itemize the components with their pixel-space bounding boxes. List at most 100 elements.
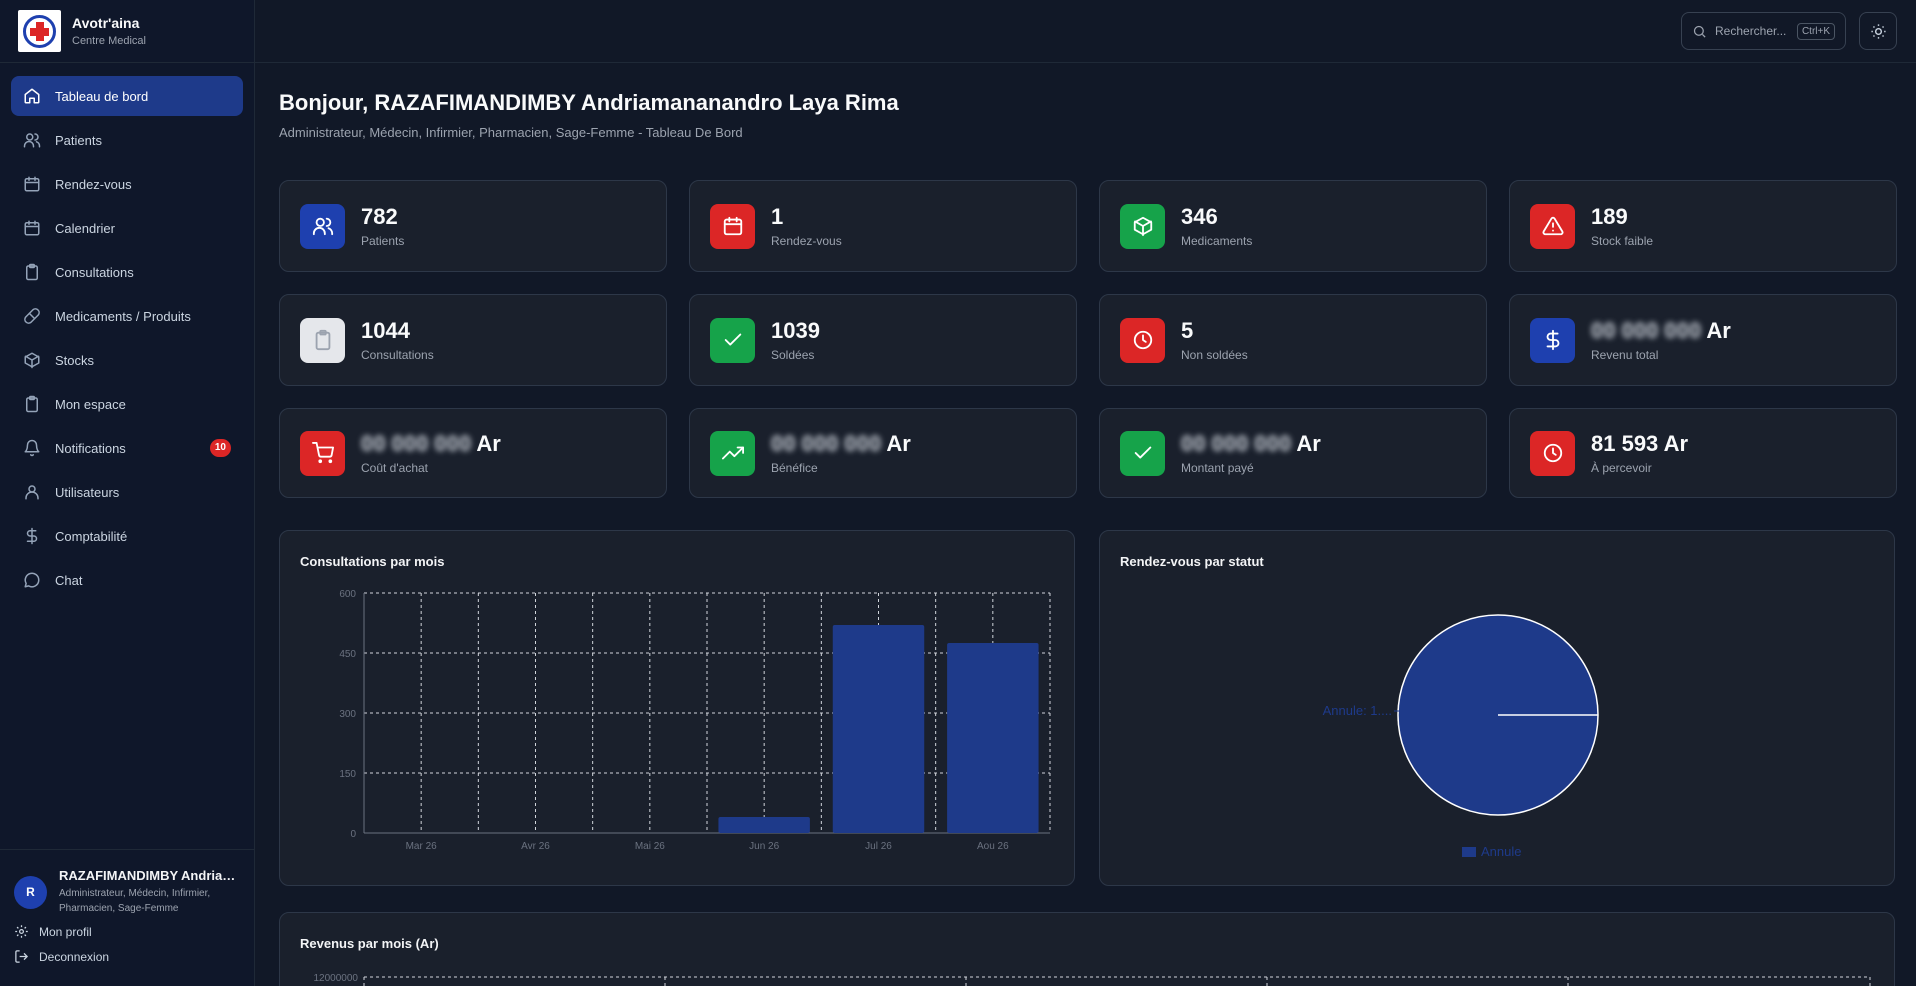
sidebar-item-label: Utilisateurs: [55, 484, 120, 500]
stat-card-consultations[interactable]: 1044 Consultations: [279, 294, 667, 386]
stat-value: 1039: [771, 318, 820, 343]
consultations-chart-title: Consultations par mois: [300, 554, 445, 569]
calendar-icon: [24, 176, 40, 192]
stat-card-medicaments[interactable]: 346 Medicaments: [1099, 180, 1487, 272]
consultations-bar-chart: 0 150 300 450 600 Mar 26 Avr 26 Mai 26 Jun 26 Jul…: [339, 589, 1051, 852]
search-input[interactable]: Rechercher... Ctrl+K: [1681, 12, 1846, 50]
check-icon: [1134, 446, 1151, 459]
sidebar-item-chat[interactable]: Chat: [11, 560, 243, 600]
sidebar: Avotr'aina Centre Medical Tableau de bor…: [0, 0, 255, 986]
stat-icon: [1120, 317, 1165, 363]
sidebar-item-tableau-de-bord[interactable]: Tableau de bord: [11, 76, 243, 116]
sidebar-item-consultations[interactable]: Consultations: [11, 252, 243, 292]
profile-link[interactable]: Mon profil: [14, 924, 240, 939]
sidebar-item-label: Comptabilité: [55, 528, 128, 544]
clipboard-icon: [26, 263, 38, 281]
x-tick-label: Aou 26: [977, 841, 1009, 852]
warning-icon: [1542, 216, 1563, 236]
brand-name: Avotr'aina: [72, 15, 140, 31]
search-icon: [1693, 25, 1706, 38]
shortcut-hint: Ctrl+K: [1796, 22, 1835, 40]
y-tick-label: 12000000: [314, 973, 359, 984]
stat-icon: [300, 203, 345, 249]
bell-icon: [24, 439, 40, 457]
stat-value: 1044: [361, 318, 410, 343]
sidebar-item-notifications[interactable]: Notifications 10: [11, 428, 243, 468]
revenue-chart-panel: Revenus par mois (Ar) 12000000: [279, 912, 1895, 986]
stat-card-b-n-fice[interactable]: 00 000 000 Ar Bénéfice: [689, 408, 1077, 498]
stat-icon: [710, 430, 755, 476]
brand-subtitle: Centre Medical: [72, 35, 146, 47]
sidebar-item-mon-espace[interactable]: Mon espace: [11, 384, 243, 424]
stat-card-revenu-total[interactable]: 00 000 000 Ar Revenu total: [1509, 294, 1897, 386]
user-card[interactable]: R RAZAFIMANDIMBY Andriamana... Administr…: [14, 868, 240, 916]
stat-value: 1: [771, 204, 784, 229]
stat-icon: [1530, 317, 1575, 363]
sidebar-item-comptabilit[interactable]: Comptabilité: [11, 516, 243, 556]
rdv-chart-panel: Rendez-vous par statut Annule: 1.... Annu…: [1099, 530, 1895, 886]
stat-label: Stock faible: [1591, 234, 1654, 248]
stat-card-stock-faible[interactable]: 189 Stock faible: [1509, 180, 1897, 272]
stat-value: 189: [1591, 204, 1628, 229]
sidebar-item-calendrier[interactable]: Calendrier: [11, 208, 243, 248]
sidebar-item-patients[interactable]: Patients: [11, 120, 243, 160]
package-icon: [24, 352, 40, 369]
user-name: RAZAFIMANDIMBY Andriamana...: [59, 868, 239, 883]
logout-link[interactable]: Deconnexion: [14, 949, 240, 964]
stat-card-rendez-vous[interactable]: 1 Rendez-vous: [689, 180, 1077, 272]
sidebar-item-label: Notifications: [55, 440, 126, 456]
stat-card-co-t-d-achat[interactable]: 00 000 000 Ar Coût d'achat: [279, 408, 667, 498]
sidebar-item-label: Patients: [55, 132, 102, 148]
slice-label: Annule: 1....: [1323, 703, 1392, 718]
stat-card-sold-es[interactable]: 1039 Soldées: [689, 294, 1077, 386]
sidebar-item-label: Tableau de bord: [55, 88, 149, 104]
brand[interactable]: Avotr'aina Centre Medical: [0, 0, 254, 63]
page-title: Bonjour, RAZAFIMANDIMBY Andriamananandro…: [279, 90, 899, 115]
legend-swatch: [1462, 847, 1476, 857]
stat-label: Rendez-vous: [771, 234, 842, 248]
sidebar-item-utilisateurs[interactable]: Utilisateurs: [11, 472, 243, 512]
chat-icon: [24, 572, 40, 588]
sidebar-item-rendez-vous[interactable]: Rendez-vous: [11, 164, 243, 204]
users-icon: [312, 217, 333, 236]
x-tick-label: Jun 26: [749, 841, 779, 852]
stat-card-non-sold-es[interactable]: 5 Non soldées: [1099, 294, 1487, 386]
sidebar-item-label: Mon espace: [55, 396, 126, 412]
x-tick-label: Jul 26: [865, 841, 892, 852]
consultations-chart-panel: Consultations par mois 0 150 300 450 600 Mar …: [279, 530, 1075, 886]
dollar-icon: [26, 527, 38, 545]
stat-icon: [710, 203, 755, 249]
y-tick-label: 150: [339, 769, 356, 780]
stat-icon: [300, 430, 345, 476]
y-tick-label: 600: [339, 589, 356, 600]
stat-card--percevoir[interactable]: 81 593 Ar À percevoir: [1509, 408, 1897, 498]
bar: [947, 643, 1039, 833]
masked-amount: 00 000 000: [1181, 431, 1292, 456]
sidebar-item-medicaments-produits[interactable]: Medicaments / Produits: [11, 296, 243, 336]
stat-label: À percevoir: [1591, 461, 1652, 475]
topbar: Rechercher... Ctrl+K: [255, 0, 1916, 63]
stat-label: Revenu total: [1591, 348, 1659, 362]
stat-value: 00 000 000 Ar: [1591, 318, 1731, 343]
clock-icon: [1133, 330, 1152, 350]
calendar-icon: [723, 216, 742, 236]
rdv-pie-chart: Annule: 1.... Annule: [1323, 614, 1599, 859]
stat-icon: [300, 317, 345, 363]
pill-icon: [24, 308, 40, 324]
calendar-icon: [24, 220, 40, 236]
stat-label: Coût d'achat: [361, 461, 429, 475]
stat-card-patients[interactable]: 782 Patients: [279, 180, 667, 272]
trending-up-icon: [721, 446, 744, 460]
sun-icon: [1870, 23, 1886, 39]
clinic-logo: [18, 10, 61, 52]
clipboard-icon: [26, 395, 38, 413]
bar: [832, 625, 925, 833]
check-icon: [724, 333, 741, 346]
masked-amount: 00 000 000: [1591, 318, 1702, 343]
stat-card-montant-pay[interactable]: 00 000 000 Ar Montant payé: [1099, 408, 1487, 498]
theme-toggle-button[interactable]: [1859, 12, 1897, 50]
clipboard-icon: [315, 329, 330, 351]
rdv-chart-title: Rendez-vous par statut: [1120, 554, 1264, 569]
sidebar-item-stocks[interactable]: Stocks: [11, 340, 243, 380]
stat-label: Montant payé: [1181, 461, 1254, 475]
